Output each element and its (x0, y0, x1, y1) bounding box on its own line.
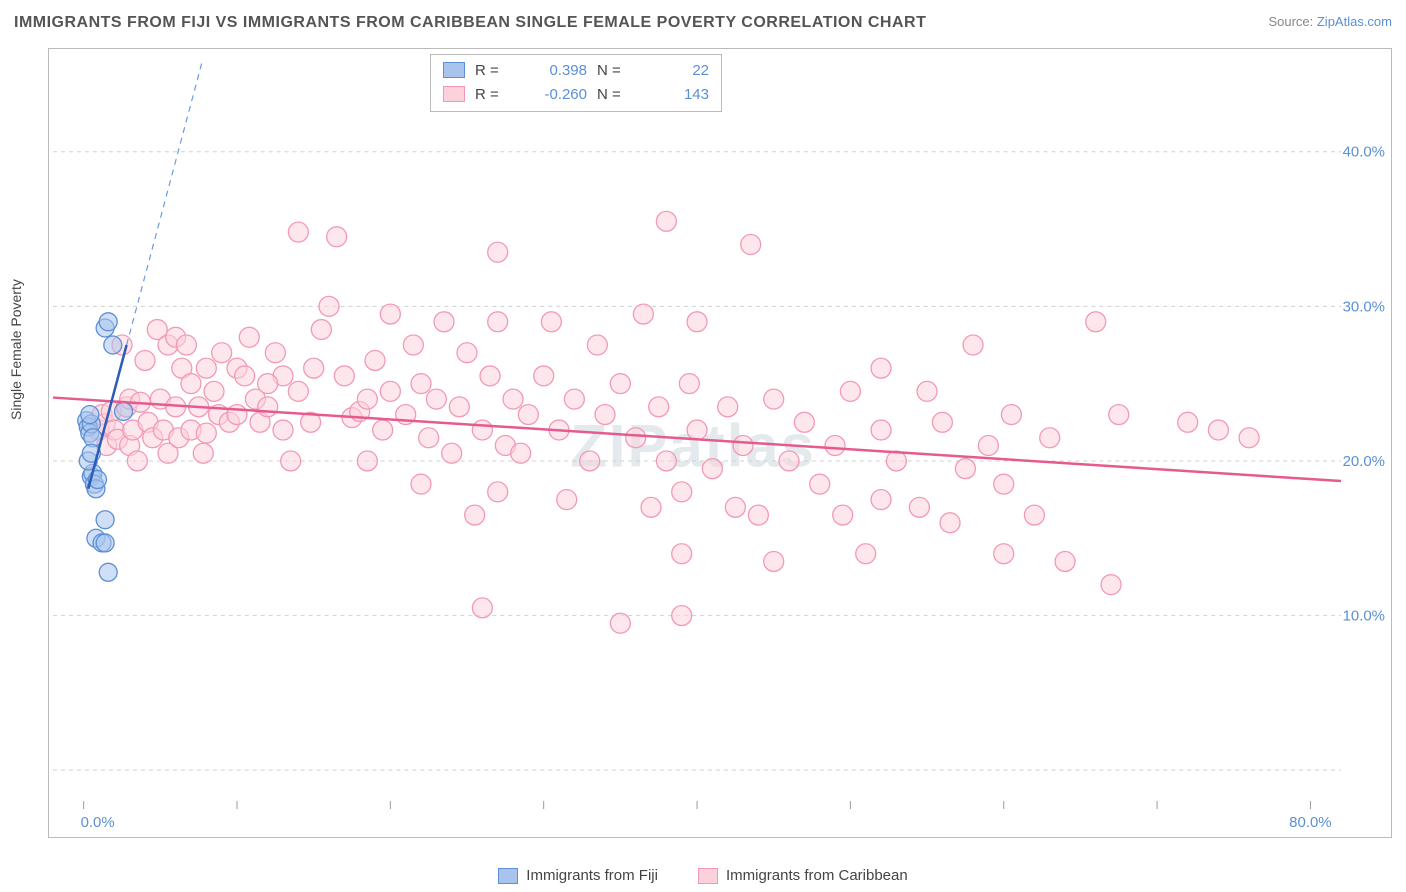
r-value-fiji: 0.398 (519, 62, 587, 79)
legend-swatch-fiji (498, 868, 518, 884)
n-value-fiji: 22 (641, 62, 709, 79)
series-label-fiji: Immigrants from Fiji (526, 867, 658, 884)
n-label: N = (597, 62, 631, 79)
correlation-legend-row-fiji: R = 0.398 N = 22 (443, 58, 709, 82)
correlation-legend: R = 0.398 N = 22 R = -0.260 N = 143 (430, 54, 722, 112)
scatter-chart-svg: 10.0%20.0%30.0%40.0%0.0%80.0%ZIPatlas (49, 49, 1391, 837)
r-label: R = (475, 62, 509, 79)
series-label-caribbean: Immigrants from Caribbean (726, 867, 908, 884)
source-attribution: Source: ZipAtlas.com (1268, 14, 1392, 29)
chart-area: 10.0%20.0%30.0%40.0%0.0%80.0%ZIPatlas (48, 48, 1392, 838)
svg-text:10.0%: 10.0% (1343, 608, 1385, 625)
r-value-caribbean: -0.260 (519, 86, 587, 103)
n-value-caribbean: 143 (641, 86, 709, 103)
svg-text:20.0%: 20.0% (1343, 453, 1385, 470)
y-axis-label: Single Female Poverty (8, 279, 24, 420)
r-label: R = (475, 86, 509, 103)
page-title: IMMIGRANTS FROM FIJI VS IMMIGRANTS FROM … (14, 14, 926, 32)
correlation-legend-row-caribbean: R = -0.260 N = 143 (443, 82, 709, 106)
svg-text:80.0%: 80.0% (1289, 814, 1331, 831)
series-legend-caribbean: Immigrants from Caribbean (698, 867, 908, 884)
legend-swatch-fiji (443, 62, 465, 78)
series-legend: Immigrants from Fiji Immigrants from Car… (0, 867, 1406, 884)
svg-text:40.0%: 40.0% (1343, 144, 1385, 161)
svg-text:0.0%: 0.0% (81, 814, 115, 831)
svg-text:30.0%: 30.0% (1343, 298, 1385, 315)
legend-swatch-caribbean (698, 868, 718, 884)
source-prefix: Source: (1268, 14, 1316, 29)
source-link[interactable]: ZipAtlas.com (1317, 14, 1392, 29)
legend-swatch-caribbean (443, 86, 465, 102)
n-label: N = (597, 86, 631, 103)
series-legend-fiji: Immigrants from Fiji (498, 867, 658, 884)
